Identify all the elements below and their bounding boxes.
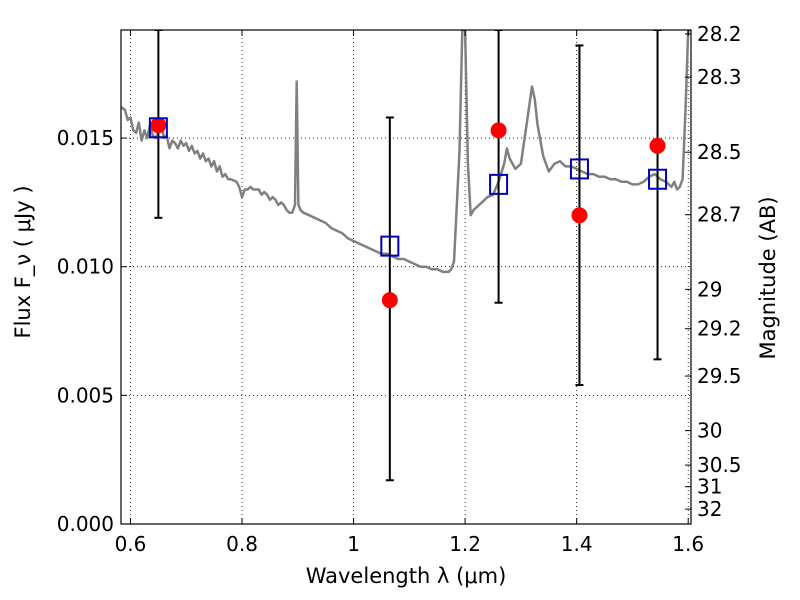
y-axis-title: Flux F_ν ( μJy ): [11, 185, 36, 338]
y2-tick-label: 29.2: [697, 317, 742, 341]
grid-lines: [121, 30, 691, 525]
x-tick-label: 0.8: [226, 532, 258, 556]
y2-tick-label: 28.7: [697, 203, 742, 227]
y2-axis-title: Magnitude (AB): [756, 196, 780, 359]
plot-frame: [120, 29, 692, 525]
y2-tick-label: 32: [697, 497, 722, 521]
model-point: [489, 173, 509, 195]
y2-tick-label: 28.5: [697, 140, 742, 164]
observed-point: [490, 122, 507, 139]
sed-model-line: [121, 30, 691, 274]
x-tick-label: 1.6: [672, 532, 704, 556]
observed-point: [381, 292, 398, 309]
y-tick-label: 0.010: [57, 255, 114, 279]
x-tick-label: 1: [347, 532, 360, 556]
y2-tick-label: 30.5: [697, 453, 742, 477]
observed-point: [571, 207, 588, 224]
x-tick-label: 1.4: [561, 532, 593, 556]
x-tick-label: 0.6: [115, 532, 147, 556]
model-point: [380, 235, 400, 257]
x-tick-label: 1.2: [449, 532, 481, 556]
y2-tick-label: 31: [697, 475, 722, 499]
y-tick-label: 0.000: [57, 512, 114, 536]
plot-area: [121, 30, 691, 482]
observed-point: [150, 117, 167, 134]
model-point: [148, 117, 168, 139]
model-point: [648, 168, 668, 190]
y2-tick-label: 29.5: [697, 364, 742, 388]
axis-ticks: 0.6 0.8 1 1.2 1.4 1.6 0.000 0.005 0.010 0.015 28.2…: [57, 22, 742, 556]
y2-tick-label: 28.2: [697, 22, 742, 46]
observed-point: [649, 137, 666, 154]
model-point: [569, 158, 589, 180]
x-axis-title: Wavelength λ (μm): [306, 564, 507, 588]
y-tick-label: 0.015: [57, 126, 114, 150]
y2-tick-label: 30: [697, 419, 722, 443]
y2-tick-label: 29: [697, 277, 722, 301]
y-tick-label: 0.005: [57, 383, 114, 407]
y2-tick-label: 28.3: [697, 65, 742, 89]
